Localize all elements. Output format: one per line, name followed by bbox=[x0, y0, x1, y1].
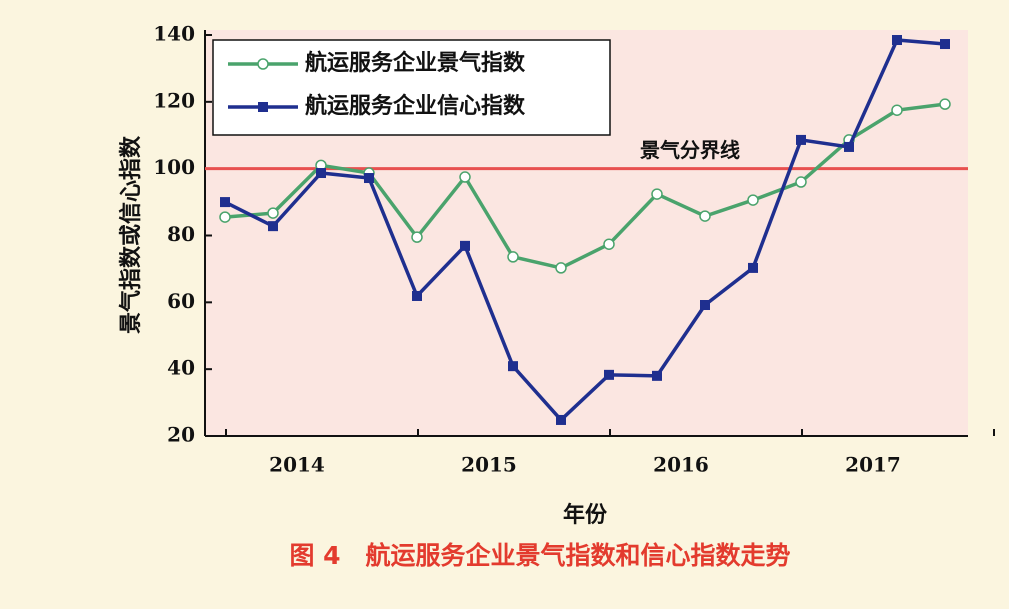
legend-box bbox=[212, 39, 611, 136]
marker bbox=[699, 210, 711, 222]
y-tick-label: 120 bbox=[153, 88, 195, 112]
marker bbox=[508, 361, 518, 372]
marker bbox=[892, 35, 902, 46]
y-axis-label: 景气指数或信心指数 bbox=[118, 135, 144, 334]
legend-label: 航运服务企业信心指数 bbox=[305, 93, 526, 119]
marker bbox=[604, 369, 614, 380]
y-tick-label: 20 bbox=[167, 423, 195, 447]
marker bbox=[364, 173, 374, 184]
marker bbox=[652, 370, 662, 381]
marker bbox=[891, 104, 903, 116]
marker bbox=[747, 194, 759, 206]
marker bbox=[939, 98, 951, 110]
marker bbox=[412, 290, 422, 301]
y-tick-label: 100 bbox=[153, 155, 195, 179]
y-tick-label: 140 bbox=[153, 22, 195, 46]
marker bbox=[459, 171, 471, 183]
marker bbox=[844, 141, 854, 152]
marker bbox=[219, 211, 231, 223]
y-tick-label: 60 bbox=[167, 289, 195, 313]
marker bbox=[267, 207, 279, 219]
marker bbox=[555, 262, 567, 274]
x-tick-label: 2016 bbox=[653, 453, 709, 477]
legend-label: 航运服务企业景气指数 bbox=[305, 50, 526, 76]
marker bbox=[603, 238, 615, 250]
x-tick-label: 2015 bbox=[461, 453, 517, 477]
marker bbox=[460, 240, 470, 251]
reference-label: 景气分界线 bbox=[640, 138, 740, 162]
legend-marker bbox=[258, 102, 268, 112]
marker bbox=[411, 231, 423, 243]
marker bbox=[268, 221, 278, 232]
marker bbox=[220, 197, 230, 208]
marker bbox=[556, 414, 566, 425]
y-tick-label: 40 bbox=[167, 356, 195, 380]
marker bbox=[700, 300, 710, 311]
marker bbox=[316, 168, 326, 179]
marker bbox=[748, 262, 758, 273]
marker bbox=[795, 176, 807, 188]
marker bbox=[940, 39, 950, 50]
x-tick-label: 2017 bbox=[845, 453, 901, 477]
chart-title: 图 4 航运服务企业景气指数和信心指数走势 bbox=[289, 541, 790, 570]
y-tick-label: 80 bbox=[167, 222, 195, 246]
marker bbox=[651, 188, 663, 200]
series-line bbox=[224, 38, 946, 423]
x-axis-label: 年份 bbox=[563, 502, 608, 528]
series-line bbox=[224, 102, 946, 270]
x-tick-label: 2014 bbox=[269, 453, 325, 477]
marker bbox=[507, 251, 519, 263]
legend-marker bbox=[257, 58, 269, 70]
marker bbox=[796, 134, 806, 145]
